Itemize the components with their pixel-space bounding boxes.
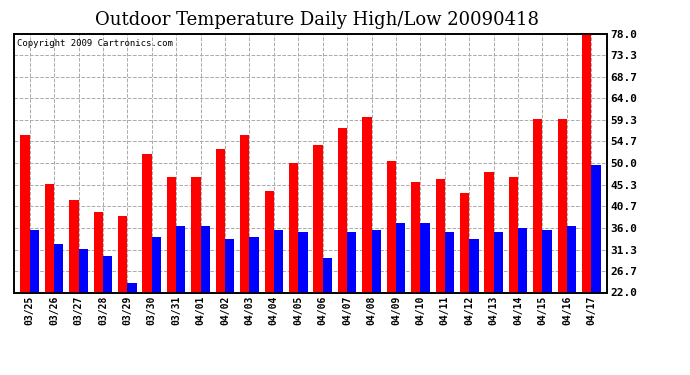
- Bar: [216, 149, 225, 292]
- Bar: [460, 193, 469, 292]
- Bar: [533, 119, 542, 292]
- Bar: [558, 119, 567, 292]
- Bar: [420, 223, 430, 292]
- Bar: [411, 182, 420, 292]
- Bar: [484, 172, 493, 292]
- Bar: [21, 135, 30, 292]
- Bar: [313, 145, 323, 292]
- Bar: [128, 283, 137, 292]
- Bar: [362, 117, 371, 292]
- Bar: [167, 177, 176, 292]
- Bar: [542, 230, 552, 292]
- Text: Outdoor Temperature Daily High/Low 20090418: Outdoor Temperature Daily High/Low 20090…: [95, 11, 540, 29]
- Bar: [152, 237, 161, 292]
- Bar: [250, 237, 259, 292]
- Bar: [191, 177, 201, 292]
- Bar: [30, 230, 39, 292]
- Bar: [509, 177, 518, 292]
- Text: Copyright 2009 Cartronics.com: Copyright 2009 Cartronics.com: [17, 39, 172, 48]
- Bar: [143, 154, 152, 292]
- Bar: [469, 239, 478, 292]
- Bar: [176, 225, 186, 292]
- Bar: [445, 232, 454, 292]
- Bar: [118, 216, 128, 292]
- Bar: [371, 230, 381, 292]
- Bar: [298, 232, 308, 292]
- Bar: [435, 179, 445, 292]
- Bar: [79, 249, 88, 292]
- Bar: [103, 255, 112, 292]
- Bar: [567, 225, 576, 292]
- Bar: [289, 163, 298, 292]
- Bar: [396, 223, 405, 292]
- Bar: [201, 225, 210, 292]
- Bar: [240, 135, 250, 292]
- Bar: [264, 191, 274, 292]
- Bar: [69, 200, 79, 292]
- Bar: [582, 29, 591, 292]
- Bar: [518, 228, 527, 292]
- Bar: [338, 129, 347, 292]
- Bar: [323, 258, 332, 292]
- Bar: [493, 232, 503, 292]
- Bar: [45, 184, 54, 292]
- Bar: [94, 211, 103, 292]
- Bar: [54, 244, 63, 292]
- Bar: [591, 165, 600, 292]
- Bar: [386, 161, 396, 292]
- Bar: [225, 239, 235, 292]
- Bar: [347, 232, 357, 292]
- Bar: [274, 230, 283, 292]
